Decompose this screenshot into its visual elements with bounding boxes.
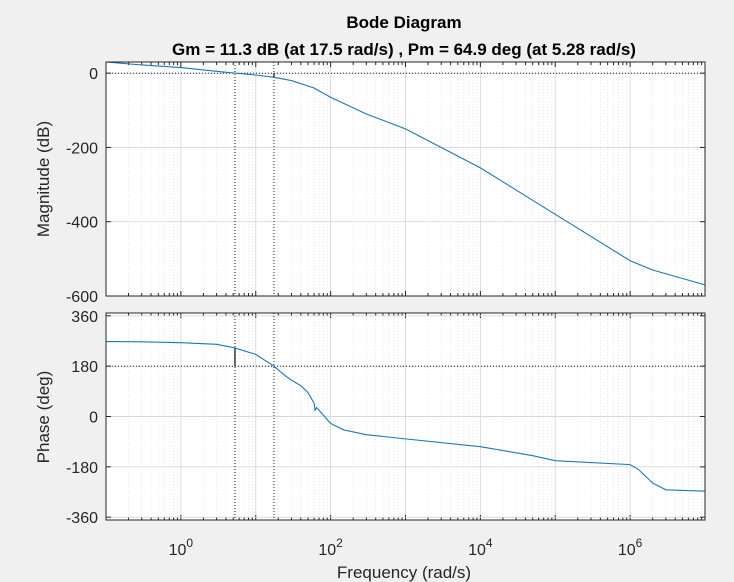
x-tick-label: 106 <box>618 536 643 559</box>
magnitude-panel: 0 -200 -400 -600 Magnitude (dB) <box>34 61 706 306</box>
frequency-x-ticks: 100 102 104 106 <box>169 536 643 559</box>
phase-panel: 360 180 0 -180 -360 Phase (deg) <box>34 309 706 527</box>
magnitude-axes-frame <box>105 61 706 297</box>
y-tick-label: 0 <box>89 410 98 427</box>
y-tick-label: -360 <box>66 510 98 527</box>
magnitude-grid <box>105 62 706 297</box>
y-tick-label: 0 <box>89 66 98 83</box>
x-tick-label: 102 <box>318 536 343 559</box>
chart-subtitle: Gm = 11.3 dB (at 17.5 rad/s) , Pm = 64.9… <box>172 40 636 59</box>
magnitude-margin-markers <box>234 62 275 296</box>
phase-y-ticks: 360 180 0 -180 -360 <box>66 309 705 527</box>
phase-ylabel: Phase (deg) <box>34 371 53 464</box>
phase-curve <box>105 340 706 492</box>
y-tick-label: -180 <box>66 460 98 477</box>
y-tick-label: -400 <box>66 215 98 232</box>
x-tick-label: 100 <box>169 536 194 559</box>
y-tick-label: 180 <box>71 359 98 376</box>
y-tick-label: -200 <box>66 140 98 157</box>
y-tick-label: -600 <box>66 289 98 306</box>
magnitude-ylabel: Magnitude (dB) <box>34 121 53 237</box>
x-tick-label: 104 <box>468 536 493 559</box>
magnitude-y-ticks: 0 -200 -400 -600 <box>66 66 705 306</box>
y-tick-label: 360 <box>71 309 98 326</box>
x-axis-label: Frequency (rad/s) <box>337 563 471 582</box>
magnitude-curve <box>105 61 706 286</box>
phase-margin-markers <box>234 313 275 520</box>
chart-title: Bode Diagram <box>346 13 461 32</box>
